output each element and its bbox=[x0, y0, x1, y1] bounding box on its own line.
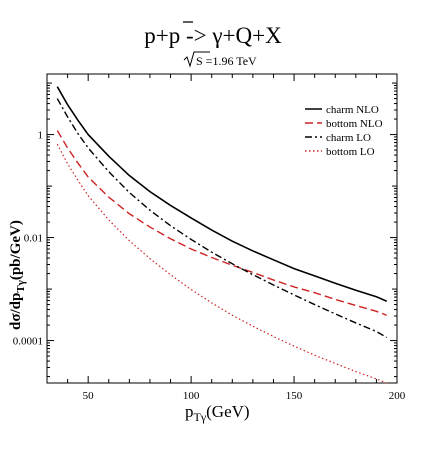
plot-frame bbox=[46, 73, 398, 384]
legend-label: charm NLO bbox=[326, 104, 379, 116]
x-axis-label: pTγ(GeV) bbox=[185, 402, 250, 424]
x-tick-label: 200 bbox=[389, 390, 406, 402]
x-tick-label: 100 bbox=[183, 390, 200, 402]
y-axis-label-main: dσ/dp bbox=[8, 293, 24, 330]
series-line-charm-lo bbox=[56, 98, 388, 339]
chart-subtitle: S =1.96 TeV bbox=[196, 54, 257, 68]
axis-tick-labels: 50 100 150 200 1 0.01 0.0001 bbox=[13, 130, 406, 402]
y-axis-label-unit: (pb/GeV) bbox=[8, 220, 24, 280]
x-tick-label: 50 bbox=[83, 390, 95, 402]
y-tick-label: 1 bbox=[38, 130, 44, 142]
series-line-bottom-nlo bbox=[56, 130, 387, 316]
x-axis-label-unit: (GeV) bbox=[206, 402, 249, 421]
y-tick-label: 0.0001 bbox=[13, 336, 43, 348]
legend-label: bottom NLO bbox=[326, 118, 383, 130]
series-line-bottom-lo bbox=[56, 143, 387, 384]
y-tick-label: 0.01 bbox=[24, 233, 43, 245]
chart-title: p+p -> γ+Q+X bbox=[144, 23, 282, 48]
y-axis-label: dσ/dpTγ(pb/GeV) bbox=[8, 220, 27, 330]
series-layer bbox=[56, 86, 388, 384]
series-line-charm-nlo bbox=[56, 86, 388, 302]
sqrt-sign bbox=[183, 51, 210, 68]
legend-label: charm LO bbox=[326, 132, 371, 144]
legend-label: bottom LO bbox=[326, 146, 375, 158]
y-axis-label-sub: Tγ bbox=[15, 280, 27, 292]
x-tick-label: 150 bbox=[286, 390, 303, 402]
axis-ticks bbox=[47, 74, 398, 383]
x-axis-label-sub: Tγ bbox=[194, 410, 207, 424]
legend: charm NLO bottom NLO charm LO bottom LO bbox=[305, 104, 383, 158]
x-axis-label-main: p bbox=[185, 402, 194, 421]
